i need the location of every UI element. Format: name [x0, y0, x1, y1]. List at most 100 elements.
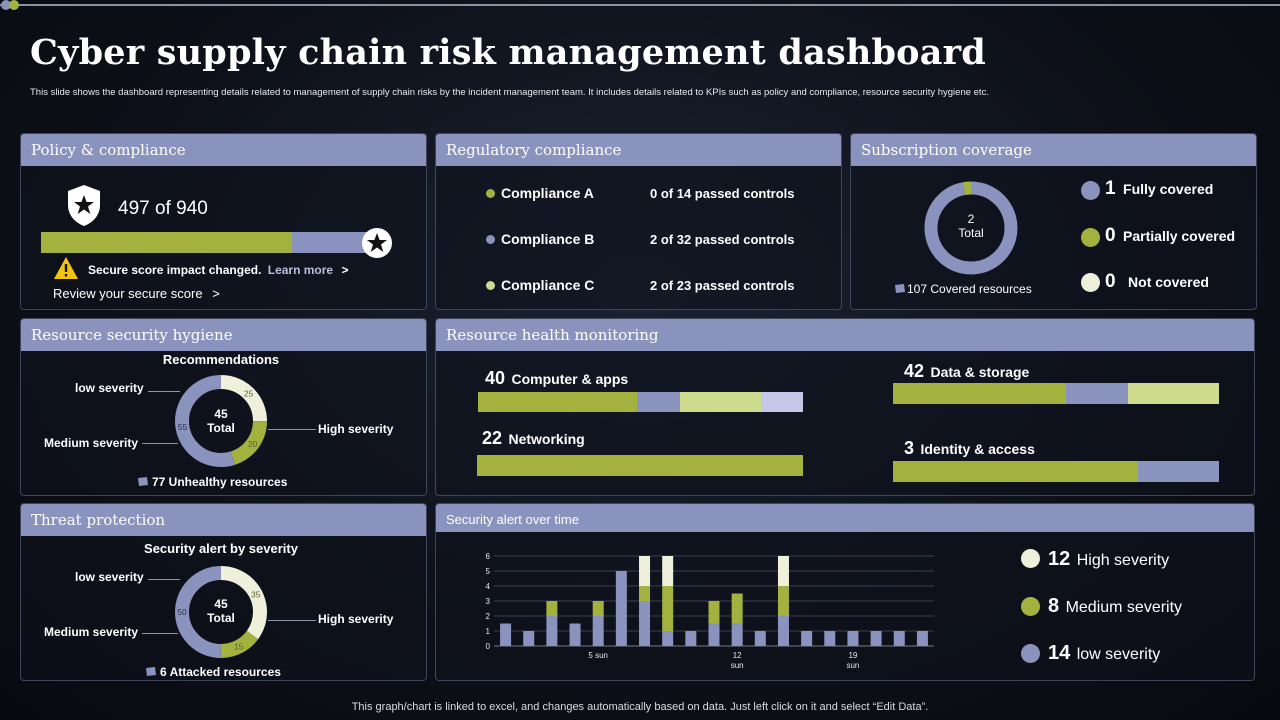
medium-severity-count: 8 [1048, 595, 1060, 617]
low-severity-legend: 14 low severity [1048, 642, 1160, 665]
footer-note: This graph/chart is linked to excel, and… [351, 701, 929, 713]
subscription-total-number: 2 [967, 212, 975, 226]
alert-bar-10-0 [731, 623, 743, 646]
unhealthy-resources-icon [138, 477, 148, 486]
hygiene-low-leader [148, 391, 180, 392]
health-bar-segment-0-2 [679, 392, 761, 412]
fully-covered-dot [1081, 181, 1100, 200]
health-bar-segment-0-3 [760, 392, 803, 412]
recommendations-slice-label-1: 20 [248, 439, 258, 449]
alert-bar-7-1 [662, 586, 674, 631]
health-bar-segment-2-2 [1127, 383, 1219, 404]
medium-severity-legend: 8 Medium severity [1048, 595, 1182, 618]
alert-bar-5-0 [615, 571, 627, 646]
computer-apps-label: 40 Computer & apps [485, 368, 628, 389]
alert-ytick-1: 1 [486, 627, 491, 636]
alert-bar-12-1 [777, 586, 789, 616]
alert-severity-slice-label-0: 35 [251, 589, 261, 599]
identity-access-label: 3 Identity & access [904, 438, 1035, 459]
medium-severity-label: Medium severity [1065, 599, 1183, 616]
compliance-b-bullet [486, 235, 495, 244]
resource-hygiene-heading: Resource security hygiene [21, 319, 426, 351]
resource-health-heading: Resource health monitoring [436, 319, 1254, 351]
alert-bar-4-1 [592, 601, 604, 616]
threat-medium-leader [142, 633, 178, 634]
subscription-slice-1 [924, 181, 1018, 275]
alert-ytick-5: 5 [486, 567, 491, 576]
alert-bar-9-0 [708, 623, 720, 646]
alert-xtick-15-0: 19 [848, 651, 857, 660]
alert-bar-3-0 [569, 623, 581, 646]
threat-protection-panel: Threat protection Security alert by seve… [20, 503, 427, 681]
computer-apps-bar [478, 392, 803, 412]
review-score-link[interactable]: Review your secure score > [53, 286, 220, 301]
low-severity-dot [1021, 644, 1040, 663]
alert-bar-18-0 [916, 631, 928, 646]
alert-bar-13-0 [801, 631, 813, 646]
subscription-coverage-panel: Subscription coverage 2 Total 107 Covere… [850, 133, 1257, 310]
health-bar-segment-1-0 [477, 455, 803, 476]
compliance-c-bullet [486, 281, 495, 290]
resource-hygiene-panel: Resource security hygiene Recommendation… [20, 318, 427, 496]
recommendations-donut-chart: 25 20 55 [175, 375, 267, 467]
alert-ytick-0: 0 [486, 642, 491, 651]
hygiene-high-label: High severity [318, 422, 394, 436]
resources-icon [895, 284, 905, 293]
recommendations-slice-label-2: 55 [178, 422, 188, 432]
alert-xtick-15-1: sun [846, 661, 859, 670]
not-covered-dot [1081, 273, 1100, 292]
resource-health-panel: Resource health monitoring 40 Computer &… [435, 318, 1255, 496]
health-bar-segment-3-0 [893, 461, 1138, 482]
attacked-resources-icon [146, 667, 156, 676]
alert-bar-14-0 [824, 631, 836, 646]
data-storage-name: Data & storage [930, 364, 1030, 380]
secure-score-progress-bar [41, 232, 371, 253]
alert-bar-2-0 [546, 616, 558, 646]
alert-bar-7-0 [662, 631, 674, 646]
review-score-label[interactable]: Review your secure score [53, 286, 203, 301]
partially-covered-dot [1081, 228, 1100, 247]
alert-xtick-10-0: 12 [733, 651, 742, 660]
partially-covered-legend: 0 Partially covered [1105, 225, 1235, 247]
security-alert-heading: Security alert over time [436, 504, 1254, 532]
alert-ytick-4: 4 [486, 582, 491, 591]
alert-severity-slice-label-2: 50 [177, 607, 187, 617]
compliance-b-name: Compliance B [501, 231, 595, 247]
alert-bar-7-2 [662, 556, 674, 586]
fully-covered-legend: 1 Fully covered [1105, 178, 1213, 200]
data-storage-label: 42 Data & storage [904, 361, 1029, 382]
review-chevron-icon[interactable]: > [212, 286, 220, 301]
alert-severity-slice-2 [175, 566, 267, 658]
alert-ytick-6: 6 [486, 552, 491, 561]
alert-bar-4-0 [592, 616, 604, 646]
learn-more-link[interactable]: Learn more [267, 263, 334, 277]
learn-more-chevron-icon[interactable]: > [341, 263, 349, 277]
regulatory-compliance-heading: Regulatory compliance [436, 134, 841, 166]
health-bar-segment-2-1 [1065, 383, 1128, 404]
recommendations-total-label: Total [207, 421, 235, 435]
health-bar-segment-3-1 [1137, 461, 1219, 482]
computer-apps-count: 40 [485, 368, 506, 388]
compliance-a-name: Compliance A [501, 185, 594, 201]
top-dot-blue [1, 0, 11, 10]
partially-covered-count: 0 [1105, 225, 1116, 246]
top-dot-green [9, 0, 19, 10]
hygiene-low-label: low severity [75, 381, 144, 395]
health-bar-segment-0-0 [478, 392, 638, 412]
alert-bar-1-0 [523, 631, 535, 646]
policy-compliance-heading: Policy & compliance [21, 134, 426, 166]
page-title: Cyber supply chain risk management dashb… [30, 32, 986, 73]
recommendations-total-number: 45 [214, 407, 228, 421]
recommendations-donut-center: 45 Total [171, 407, 271, 435]
high-severity-count: 12 [1048, 548, 1071, 570]
identity-access-name: Identity & access [920, 441, 1035, 457]
hygiene-high-leader [268, 429, 316, 430]
alert-bar-6-1 [639, 586, 651, 601]
alert-xtick-10-1: sun [731, 661, 744, 670]
secure-score-progress-fill [41, 232, 292, 253]
networking-label: 22 Networking [482, 428, 585, 449]
warning-icon [54, 257, 78, 279]
alert-severity-title: Security alert by severity [144, 541, 298, 556]
alert-severity-total-number: 45 [214, 597, 228, 611]
